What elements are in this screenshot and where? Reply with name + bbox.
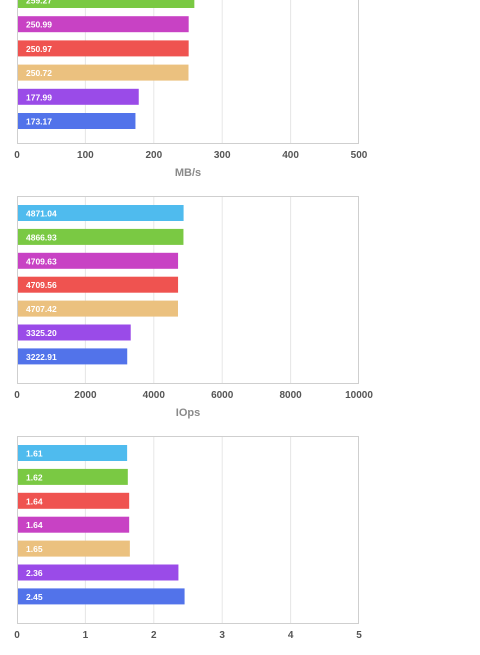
bar	[18, 540, 130, 557]
bar-value-label: 1.62	[26, 472, 43, 482]
bar-value-label: 1.64	[26, 496, 43, 506]
tick-label: 5	[356, 630, 362, 641]
tick-label: 2	[151, 630, 157, 641]
bar	[18, 205, 184, 221]
tick-label: 2000	[74, 390, 97, 401]
bar	[18, 0, 195, 8]
bar	[18, 276, 179, 293]
x-axis-label: IOps	[176, 407, 200, 419]
bar	[18, 252, 179, 269]
bar-value-label: 1.65	[26, 544, 43, 554]
tick-label: 500	[351, 150, 368, 161]
bar	[18, 516, 130, 533]
bar-value-label: 3325.20	[26, 328, 57, 338]
bar	[18, 40, 189, 57]
bar-value-label: 4707.42	[26, 304, 57, 314]
bar	[18, 64, 189, 81]
tick-label: 0	[14, 390, 20, 401]
tick-label: 10000	[345, 390, 373, 401]
plot-frame	[17, 196, 359, 384]
bar-value-label: 4866.93	[26, 232, 57, 242]
bar	[18, 228, 184, 245]
x-axis-label: MB/s	[175, 167, 201, 179]
bar-value-label: 4709.56	[26, 280, 57, 290]
bar-value-label: 3222.91	[26, 352, 57, 362]
bar-value-label: 250.99	[26, 20, 52, 30]
tick-label: 8000	[279, 390, 302, 401]
bar	[18, 16, 189, 33]
chart-panel-1: 259.27 250.99 250.97 250.72 177.99 173.17 0 100…	[14, 0, 368, 179]
bar-value-label: 2.36	[26, 568, 43, 578]
tick-label: 400	[282, 150, 299, 161]
bar	[18, 113, 136, 129]
bar	[18, 588, 185, 605]
tick-label: 4	[288, 630, 294, 641]
tick-label: 0	[14, 150, 20, 161]
bar-value-label: 4871.04	[26, 209, 57, 219]
tick-label: 3	[219, 630, 225, 641]
bar-value-label: 1.64	[26, 520, 43, 530]
bar-value-label: 250.72	[26, 68, 52, 78]
plot-frame	[17, 436, 359, 624]
bar-value-label: 2.45	[26, 592, 43, 602]
bar-value-label: 1.61	[26, 449, 43, 459]
bar	[18, 564, 179, 581]
bar	[18, 300, 178, 317]
bar-value-label: 4709.63	[26, 256, 57, 266]
bar	[18, 348, 128, 365]
tick-label: 0	[14, 630, 20, 641]
tick-label: 1	[83, 630, 89, 641]
tick-label: 100	[77, 150, 94, 161]
bar	[18, 492, 130, 509]
chart-panel-3: 1.61 1.62 1.64 1.64 1.65 2.36 2.45 0 1 2 3 4 5	[14, 436, 362, 641]
bar	[18, 445, 128, 461]
plot-frame	[17, 0, 359, 144]
bar-value-label: 173.17	[26, 117, 52, 127]
bar-value-label: 259.27	[26, 0, 52, 6]
tick-label: 200	[145, 150, 162, 161]
tick-label: 300	[214, 150, 231, 161]
bar-value-label: 177.99	[26, 92, 52, 102]
bar	[18, 88, 139, 105]
tick-label: 6000	[211, 390, 234, 401]
tick-label: 4000	[143, 390, 166, 401]
bar	[18, 468, 128, 485]
chart-panel-2: 4871.04 4866.93 4709.63 4709.56 4707.42 3325.…	[14, 196, 373, 419]
bar-value-label: 250.97	[26, 44, 52, 54]
bar	[18, 324, 131, 341]
